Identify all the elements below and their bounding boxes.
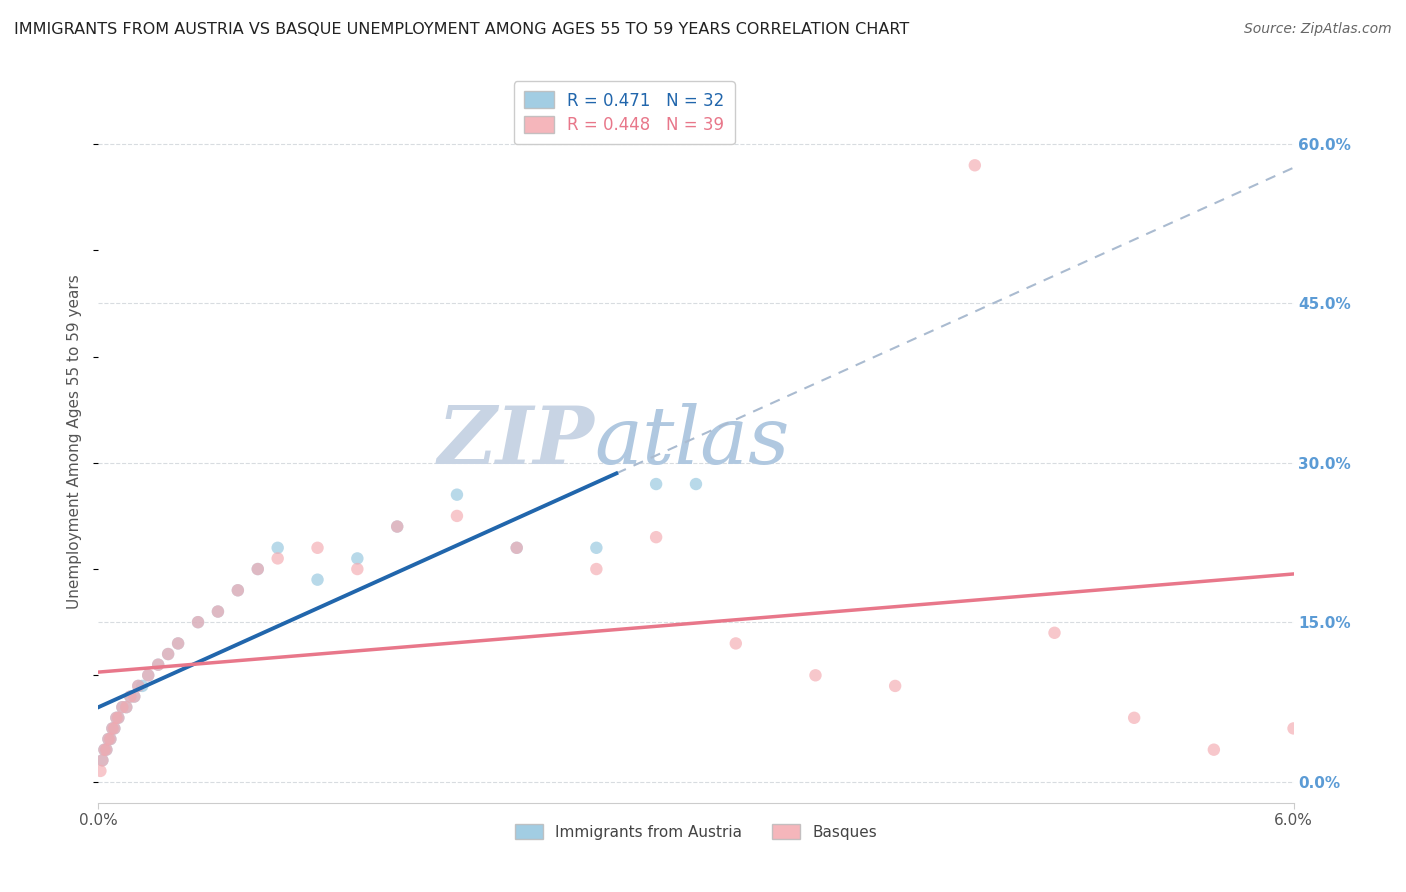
Point [157,647,180,661]
Point [506,541,529,555]
Point [105,711,128,725]
Point [120,690,142,704]
Point [89,764,111,778]
Point [246,562,269,576]
Point [148,657,170,672]
Point [97,732,120,747]
Point [963,158,986,172]
Legend: Immigrants from Austria, Basques: Immigrants from Austria, Basques [509,818,883,846]
Point [1282,722,1305,736]
Point [187,615,209,630]
Point [105,711,128,725]
Point [246,562,269,576]
Point [93,742,115,756]
Point [307,541,329,555]
Point [385,519,409,533]
Point [724,636,747,650]
Point [645,477,668,491]
Point [91,753,114,767]
Point [136,668,159,682]
Point [101,722,124,736]
Point [127,679,149,693]
Point [111,700,134,714]
Point [93,742,115,756]
Point [97,732,120,747]
Point [645,530,668,544]
Point [148,657,170,672]
Point [107,711,129,725]
Y-axis label: Unemployment Among Ages 55 to 59 years: Unemployment Among Ages 55 to 59 years [67,274,83,609]
Text: atlas: atlas [595,403,790,480]
Point [226,583,249,598]
Point [884,679,907,693]
Point [226,583,249,598]
Point [127,679,149,693]
Point [1202,742,1225,756]
Point [91,753,114,767]
Point [107,711,129,725]
Point [111,700,134,714]
Point [307,573,329,587]
Point [207,605,229,619]
Point [346,562,368,576]
Point [446,508,468,523]
Point [120,690,142,704]
Point [101,722,124,736]
Point [124,690,146,704]
Point [115,700,138,714]
Point [124,690,146,704]
Point [1123,711,1146,725]
Point [187,615,209,630]
Text: Source: ZipAtlas.com: Source: ZipAtlas.com [1244,22,1392,37]
Point [167,636,190,650]
Point [96,742,118,756]
Point [585,541,607,555]
Point [115,700,138,714]
Point [267,541,290,555]
Point [96,742,118,756]
Point [385,519,409,533]
Text: IMMIGRANTS FROM AUSTRIA VS BASQUE UNEMPLOYMENT AMONG AGES 55 TO 59 YEARS CORRELA: IMMIGRANTS FROM AUSTRIA VS BASQUE UNEMPL… [14,22,910,37]
Point [103,722,125,736]
Point [98,732,122,747]
Point [267,551,290,566]
Point [585,562,607,576]
Point [157,647,180,661]
Point [346,551,368,566]
Point [98,732,122,747]
Text: ZIP: ZIP [437,403,595,480]
Point [446,488,468,502]
Point [804,668,827,682]
Point [685,477,707,491]
Point [506,541,529,555]
Point [136,668,159,682]
Point [1043,625,1066,640]
Point [167,636,190,650]
Point [131,679,153,693]
Point [103,722,125,736]
Point [207,605,229,619]
